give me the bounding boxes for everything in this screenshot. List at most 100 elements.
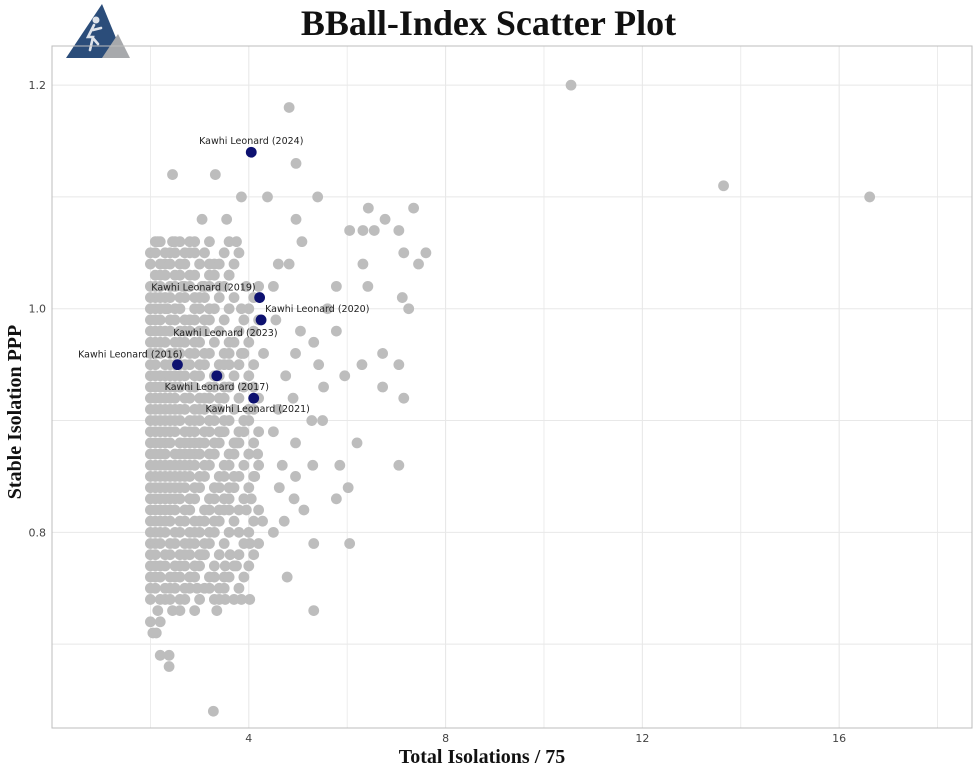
- y-tick-label: 0.8: [29, 526, 47, 539]
- data-point: [174, 415, 186, 426]
- data-point: [243, 526, 255, 538]
- y-axis-title: Stable Isolation PPP: [4, 325, 26, 499]
- data-point: [330, 280, 342, 292]
- data-point: [267, 526, 279, 538]
- data-point: [194, 303, 205, 315]
- data-point: [204, 571, 215, 583]
- data-point: [174, 236, 186, 248]
- data-point: [322, 303, 333, 315]
- data-point: [149, 582, 161, 594]
- data-point: [213, 549, 225, 561]
- data-point: [204, 392, 215, 404]
- data-point: [351, 437, 363, 449]
- data-point: [179, 292, 191, 303]
- data-point: [154, 236, 166, 248]
- data-point: [330, 325, 342, 337]
- data-point: [233, 504, 245, 516]
- data-point: [189, 236, 201, 248]
- data-point: [248, 437, 260, 449]
- data-point: [238, 314, 250, 326]
- data-point: [149, 549, 161, 561]
- data-point: [149, 247, 161, 259]
- data-point: [253, 280, 265, 292]
- data-point: [243, 415, 255, 426]
- data-point: [199, 549, 210, 561]
- data-point: [218, 392, 230, 404]
- data-point: [276, 459, 288, 471]
- data-point: [244, 594, 256, 605]
- data-point: [204, 236, 215, 248]
- data-point: [189, 426, 201, 438]
- point-annotation-label: Kawhi Leonard (2024): [199, 136, 303, 147]
- data-point: [174, 493, 186, 505]
- data-point: [174, 303, 186, 315]
- data-point: [164, 258, 176, 270]
- highlight-point: [172, 359, 183, 371]
- data-point: [228, 370, 240, 382]
- data-point: [243, 448, 255, 460]
- data-point: [218, 471, 230, 482]
- data-point: [213, 258, 225, 270]
- data-point: [273, 482, 285, 494]
- data-point: [238, 493, 250, 505]
- data-point: [368, 225, 380, 236]
- data-point: [174, 348, 186, 359]
- grid-lines: [52, 46, 972, 728]
- data-point: [233, 247, 245, 259]
- data-point: [228, 515, 240, 527]
- data-point: [408, 202, 420, 214]
- data-point: [218, 247, 230, 259]
- data-point: [154, 314, 166, 326]
- data-point: [272, 403, 284, 415]
- data-point: [238, 459, 250, 471]
- y-axis-ticks: 0.8 1.0 1.2: [29, 79, 47, 539]
- data-point: [184, 247, 196, 259]
- data-point: [236, 594, 247, 605]
- data-point: [164, 549, 176, 561]
- data-point: [164, 594, 176, 605]
- data-point: [169, 392, 181, 404]
- data-point: [179, 258, 191, 270]
- data-point: [236, 191, 247, 203]
- data-point: [164, 292, 176, 303]
- data-point: [213, 325, 225, 337]
- data-point: [208, 415, 220, 426]
- data-point: [379, 213, 391, 225]
- data-point: [223, 236, 235, 248]
- data-point: [204, 459, 215, 471]
- data-point: [308, 605, 320, 617]
- highlight-point: [245, 146, 257, 158]
- data-point: [396, 292, 408, 303]
- data-point: [208, 448, 220, 460]
- data-point: [199, 359, 210, 371]
- y-tick-label: 1.2: [29, 79, 47, 92]
- data-point: [398, 247, 410, 259]
- data-point: [258, 348, 269, 359]
- data-point: [228, 336, 240, 348]
- data-point: [393, 359, 405, 371]
- data-point: [290, 471, 301, 482]
- x-tick-label: 16: [832, 732, 846, 745]
- data-point: [248, 403, 260, 415]
- data-point: [199, 437, 210, 449]
- data-point: [243, 370, 255, 382]
- data-point: [233, 359, 245, 371]
- data-point: [243, 303, 255, 315]
- data-point: [189, 493, 201, 505]
- data-point: [194, 336, 205, 348]
- data-point: [362, 202, 374, 214]
- data-point: [179, 482, 191, 494]
- data-point: [307, 459, 319, 471]
- data-point: [280, 370, 292, 382]
- data-point: [252, 448, 264, 460]
- data-point: [189, 269, 201, 281]
- data-point: [218, 504, 230, 516]
- data-point: [189, 381, 201, 393]
- data-point: [362, 280, 374, 292]
- data-point: [243, 482, 255, 494]
- data-point: [231, 236, 242, 248]
- data-point: [240, 280, 252, 292]
- data-point: [208, 269, 220, 281]
- data-point: [207, 705, 219, 717]
- data-point: [211, 605, 223, 617]
